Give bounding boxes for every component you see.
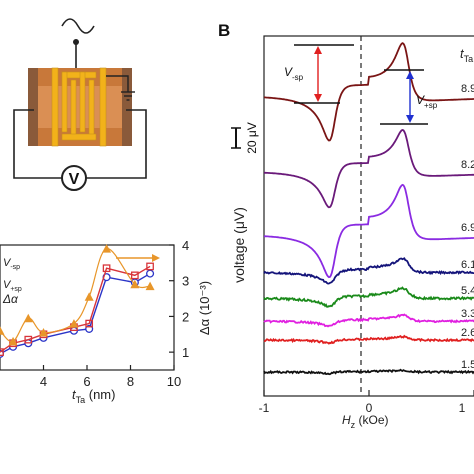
legend-dalpha: Δα <box>2 292 19 306</box>
ground-wire <box>106 75 129 92</box>
legend-vminus: V-sp <box>3 257 20 271</box>
left-right-y-label: Δα (10⁻³) <box>197 281 212 335</box>
series-line-vminus <box>0 272 151 355</box>
trace-1p5 <box>263 368 474 376</box>
point-vminus <box>146 269 155 278</box>
trace-6p9 <box>263 183 474 279</box>
left-legend: V-sp V+sp Δα <box>2 257 22 306</box>
point-vplus <box>146 262 154 271</box>
b-traces <box>263 42 474 376</box>
point-vplus <box>0 348 4 356</box>
left-x-ticks: 4 6 8 10 <box>40 365 181 389</box>
thickness-label: 8.9 <box>461 83 474 95</box>
panel-b: B -1 0 1 8.9 8.2 6.9 6.1 5.4 3.3 2.6 1.5 tTa 20 μ… <box>218 21 474 430</box>
left-x-tick-label: 4 <box>40 374 47 389</box>
point-vplus <box>85 319 94 328</box>
point-dalpha <box>130 279 140 289</box>
point-dalpha <box>39 328 48 337</box>
left-series-group <box>0 244 155 358</box>
left-x-tick-label: 8 <box>127 374 134 389</box>
right-y-tick-label: 1 <box>182 345 189 360</box>
trace-6p1 <box>263 257 474 285</box>
legend-vplus: V+sp <box>3 279 22 293</box>
right-y-tick-label: 2 <box>182 309 189 324</box>
b-x-tick-label: 1 <box>459 401 466 415</box>
left-x-tick-label: 6 <box>83 374 90 389</box>
substrate-edge-left <box>28 68 38 146</box>
thickness-label: 6.1 <box>461 259 474 271</box>
thickness-label: 6.9 <box>461 222 474 234</box>
vsp-annotations: V-sp V+sp <box>284 44 438 125</box>
left-x-tick-label: 10 <box>167 374 181 389</box>
point-dalpha <box>23 313 33 323</box>
thickness-label: 3.3 <box>461 308 474 320</box>
b-x-tick-label: -1 <box>259 401 270 415</box>
annotation-vminus: V-sp <box>284 65 304 82</box>
thickness-label: 8.2 <box>461 159 474 171</box>
trace-2p6 <box>263 334 474 345</box>
ground-icon <box>121 91 135 101</box>
b-y-label: voltage (μV) <box>231 207 247 283</box>
panel-label: B <box>218 21 230 40</box>
right-axis-arrow <box>116 254 160 262</box>
b-x-ticks: -1 0 1 <box>259 390 474 415</box>
point-dalpha <box>0 326 5 335</box>
left-x-label: tTa (nm) <box>72 387 115 405</box>
substrate-edge-right <box>122 68 132 146</box>
waveguide-electrodes <box>51 67 107 147</box>
trace-3p3 <box>263 313 474 328</box>
ac-source-icon <box>61 18 95 34</box>
point-vplus <box>24 335 33 344</box>
probe-contact <box>73 39 79 45</box>
point-dalpha <box>102 244 112 253</box>
point-dalpha <box>8 336 18 346</box>
thickness-label: 2.6 <box>461 327 474 339</box>
thickness-label: 1.5 <box>461 359 474 371</box>
trace-8p2 <box>263 129 474 209</box>
voltmeter-icon <box>61 165 87 191</box>
voltmeter-label: V <box>69 171 80 188</box>
scale-bar: 20 μV <box>231 122 259 154</box>
right-y-tick-label: 4 <box>182 238 189 253</box>
legend-title: tTa <box>460 46 473 64</box>
right-y-tick-label: 3 <box>182 274 189 289</box>
point-dalpha <box>69 319 79 328</box>
left-right-y-ticks: 1 2 3 4 <box>169 238 189 360</box>
series-line-vplus <box>0 265 151 353</box>
voltmeter-wire <box>13 109 147 179</box>
b-x-tick-label: 0 <box>366 401 373 415</box>
point-vplus <box>130 271 139 280</box>
point-vplus <box>102 264 111 273</box>
thickness-label: 5.4 <box>461 285 474 297</box>
point-dalpha <box>84 292 94 301</box>
trace-8p9 <box>264 42 474 142</box>
b-x-label: Hz (kOe) <box>342 413 389 430</box>
annotation-vplus: V+sp <box>416 93 438 110</box>
point-dalpha <box>145 281 155 291</box>
trace-5p4 <box>263 286 474 308</box>
device-schematic: V <box>13 18 147 191</box>
scale-bar-label: 20 μV <box>245 122 259 154</box>
b-plot-frame <box>263 35 474 397</box>
b-thickness-labels: 8.9 8.2 6.9 6.1 5.4 3.3 2.6 1.5 <box>461 83 474 371</box>
